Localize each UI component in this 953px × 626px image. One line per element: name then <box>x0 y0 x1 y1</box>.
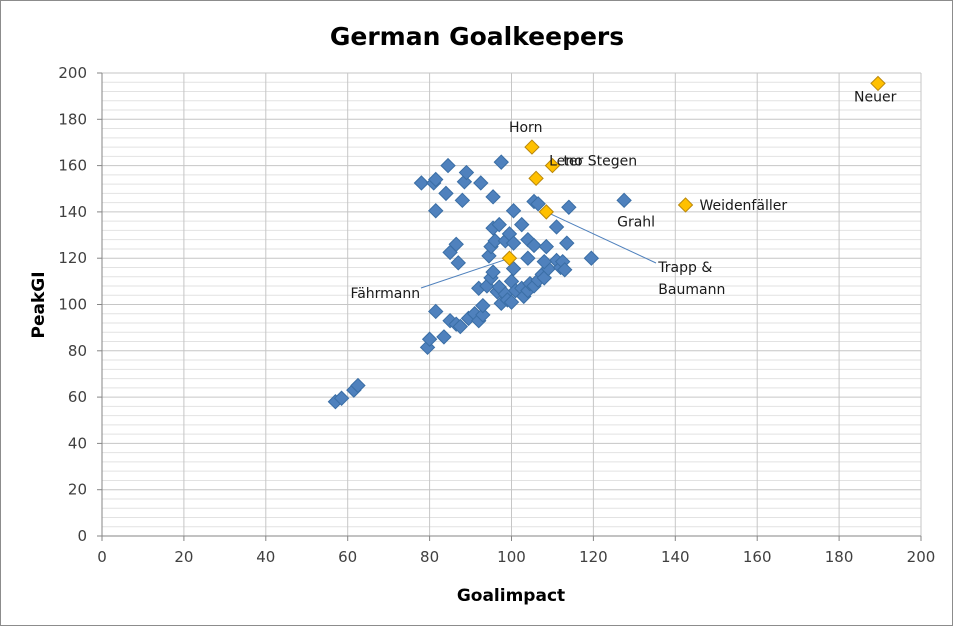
data-point <box>473 175 489 191</box>
data-point <box>475 307 491 323</box>
data-point <box>561 199 577 215</box>
y-tick-label: 80 <box>68 342 87 360</box>
data-point <box>503 294 520 310</box>
y-tick-label: 160 <box>58 157 87 175</box>
data-point <box>428 203 444 219</box>
x-tick-labels: 0 20 40 60 80 100 120 140 160 180 200 <box>97 548 935 566</box>
point-annotation: Weidenfäller <box>700 198 788 214</box>
data-point <box>538 238 555 255</box>
data-point <box>493 154 509 170</box>
data-point <box>350 377 366 394</box>
data-point <box>548 219 565 235</box>
y-tick-label: 40 <box>68 434 87 452</box>
highlighted-data-point <box>524 139 540 155</box>
point-annotation: Neuer <box>854 89 897 105</box>
axes <box>97 72 922 541</box>
data-point <box>491 216 507 233</box>
data-point <box>530 196 546 212</box>
data-point <box>450 255 466 271</box>
data-point <box>520 250 536 266</box>
y-tick-labels: 0 20 40 60 80 100 120 140 160 180 200 <box>58 64 87 545</box>
point-annotation: Baumann <box>658 282 725 298</box>
x-tick-label: 200 <box>907 548 936 566</box>
x-tick-label: 0 <box>97 548 107 566</box>
x-tick-label: 160 <box>743 548 772 566</box>
y-tick-label: 60 <box>68 388 87 406</box>
data-point <box>583 250 600 266</box>
data-point <box>505 235 522 251</box>
x-tick-label: 40 <box>256 548 275 566</box>
data-point <box>448 236 464 253</box>
data-point <box>428 171 444 188</box>
point-annotation: Leno <box>549 153 583 169</box>
x-tick-label: 120 <box>579 548 608 566</box>
x-tick-label: 60 <box>338 548 357 566</box>
x-axis-title: Goalimpact <box>457 586 565 606</box>
chart-title: German Goalkeepers <box>330 22 624 51</box>
highlighted-data-point <box>544 157 561 174</box>
data-point <box>428 303 444 320</box>
y-tick-label: 120 <box>58 249 87 267</box>
data-point <box>557 262 573 278</box>
data-point <box>458 164 475 181</box>
highlighted-data-point <box>677 197 694 213</box>
x-tick-label: 140 <box>661 548 690 566</box>
data-point <box>413 175 430 191</box>
x-tick-label: 20 <box>174 548 193 566</box>
data-point <box>559 235 575 251</box>
data-point <box>333 390 350 406</box>
data-point <box>485 189 501 205</box>
data-point <box>536 253 552 270</box>
data-point <box>454 192 471 209</box>
highlighted-data-point <box>528 170 544 187</box>
data-point <box>616 192 632 209</box>
x-tick-label: 180 <box>825 548 854 566</box>
y-tick-label: 100 <box>58 296 87 314</box>
data-point <box>487 233 503 249</box>
data-point <box>514 216 530 233</box>
point-annotation: Grahl <box>617 214 655 230</box>
x-tick-label: 100 <box>497 548 526 566</box>
data-point <box>475 297 491 314</box>
data-point <box>485 264 501 280</box>
data-point <box>421 331 438 347</box>
data-point <box>452 318 469 335</box>
point-annotation: Horn <box>509 120 542 136</box>
x-tick-label: 80 <box>420 548 439 566</box>
y-tick-label: 180 <box>58 110 87 128</box>
point-annotation: ter Stegen <box>563 154 637 170</box>
y-tick-label: 20 <box>68 481 87 499</box>
highlighted-data-point <box>538 204 555 220</box>
y-tick-label: 0 <box>77 527 87 545</box>
leader-line <box>546 211 657 264</box>
annotation-leader-lines <box>420 211 657 289</box>
point-annotation: Trapp & <box>657 260 712 276</box>
highlighted-data-point <box>501 250 518 266</box>
y-tick-label: 140 <box>58 203 87 221</box>
data-points <box>327 75 886 410</box>
leader-line <box>420 257 510 289</box>
data-point <box>438 185 454 202</box>
highlighted-data-point <box>870 75 886 92</box>
data-point <box>436 329 452 345</box>
y-axis-title: PeakGI <box>29 271 49 338</box>
point-annotation: Fährmann <box>350 286 420 302</box>
data-point <box>526 237 542 254</box>
data-point <box>440 157 456 174</box>
y-tick-label: 200 <box>58 64 87 82</box>
data-point <box>505 203 522 219</box>
